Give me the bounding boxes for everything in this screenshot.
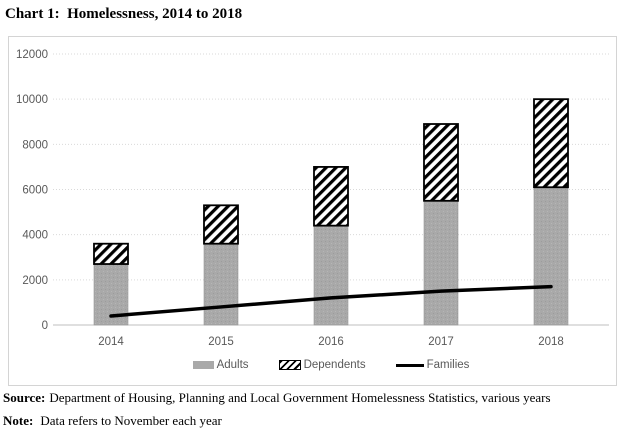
svg-text:2016: 2016	[318, 336, 344, 348]
chart-title: Chart 1: Homelessness, 2014 to 2018	[5, 6, 243, 22]
legend-label-adults: Adults	[216, 359, 249, 371]
svg-text:10000: 10000	[16, 94, 48, 106]
svg-text:2017: 2017	[428, 336, 454, 348]
svg-text:8000: 8000	[22, 139, 48, 151]
note-label: Note:	[3, 413, 34, 428]
svg-text:2015: 2015	[208, 336, 234, 348]
legend-item-families: Families	[395, 359, 470, 371]
svg-text:0: 0	[42, 320, 48, 332]
svg-text:4000: 4000	[22, 230, 48, 242]
source-label: Source:	[3, 390, 46, 405]
adults-swatch-icon	[192, 361, 214, 369]
source-line: Source: Department of Housing, Planning a…	[3, 390, 551, 406]
legend-label-families: Families	[426, 359, 470, 371]
families-swatch-icon	[395, 363, 424, 367]
svg-text:2014: 2014	[98, 336, 124, 348]
svg-text:2000: 2000	[22, 275, 48, 287]
note-text: Data refers to November each year	[40, 413, 222, 428]
dependents-swatch-icon	[278, 360, 301, 370]
legend-label-dependents: Dependents	[303, 359, 366, 371]
svg-text:12000: 12000	[16, 49, 48, 61]
svg-text:2018: 2018	[538, 336, 564, 348]
chart-legend: Adults Dependents Families	[53, 359, 609, 371]
legend-item-dependents: Dependents	[278, 359, 366, 371]
chart-plot: 0 2000 4000 6000 8000 10000 12000 2014 2015 2016 2…	[16, 49, 609, 348]
svg-text:6000: 6000	[22, 185, 48, 197]
source-text: Department of Housing, Planning and Loca…	[49, 390, 551, 405]
footer: Source: Department of Housing, Planning a…	[3, 390, 551, 436]
note-line: Note: Data refers to November each year	[3, 413, 551, 429]
chart-frame: 0 2000 4000 6000 8000 10000 12000 2014 2015 2016 2…	[8, 36, 617, 386]
legend-item-adults: Adults	[192, 359, 249, 371]
